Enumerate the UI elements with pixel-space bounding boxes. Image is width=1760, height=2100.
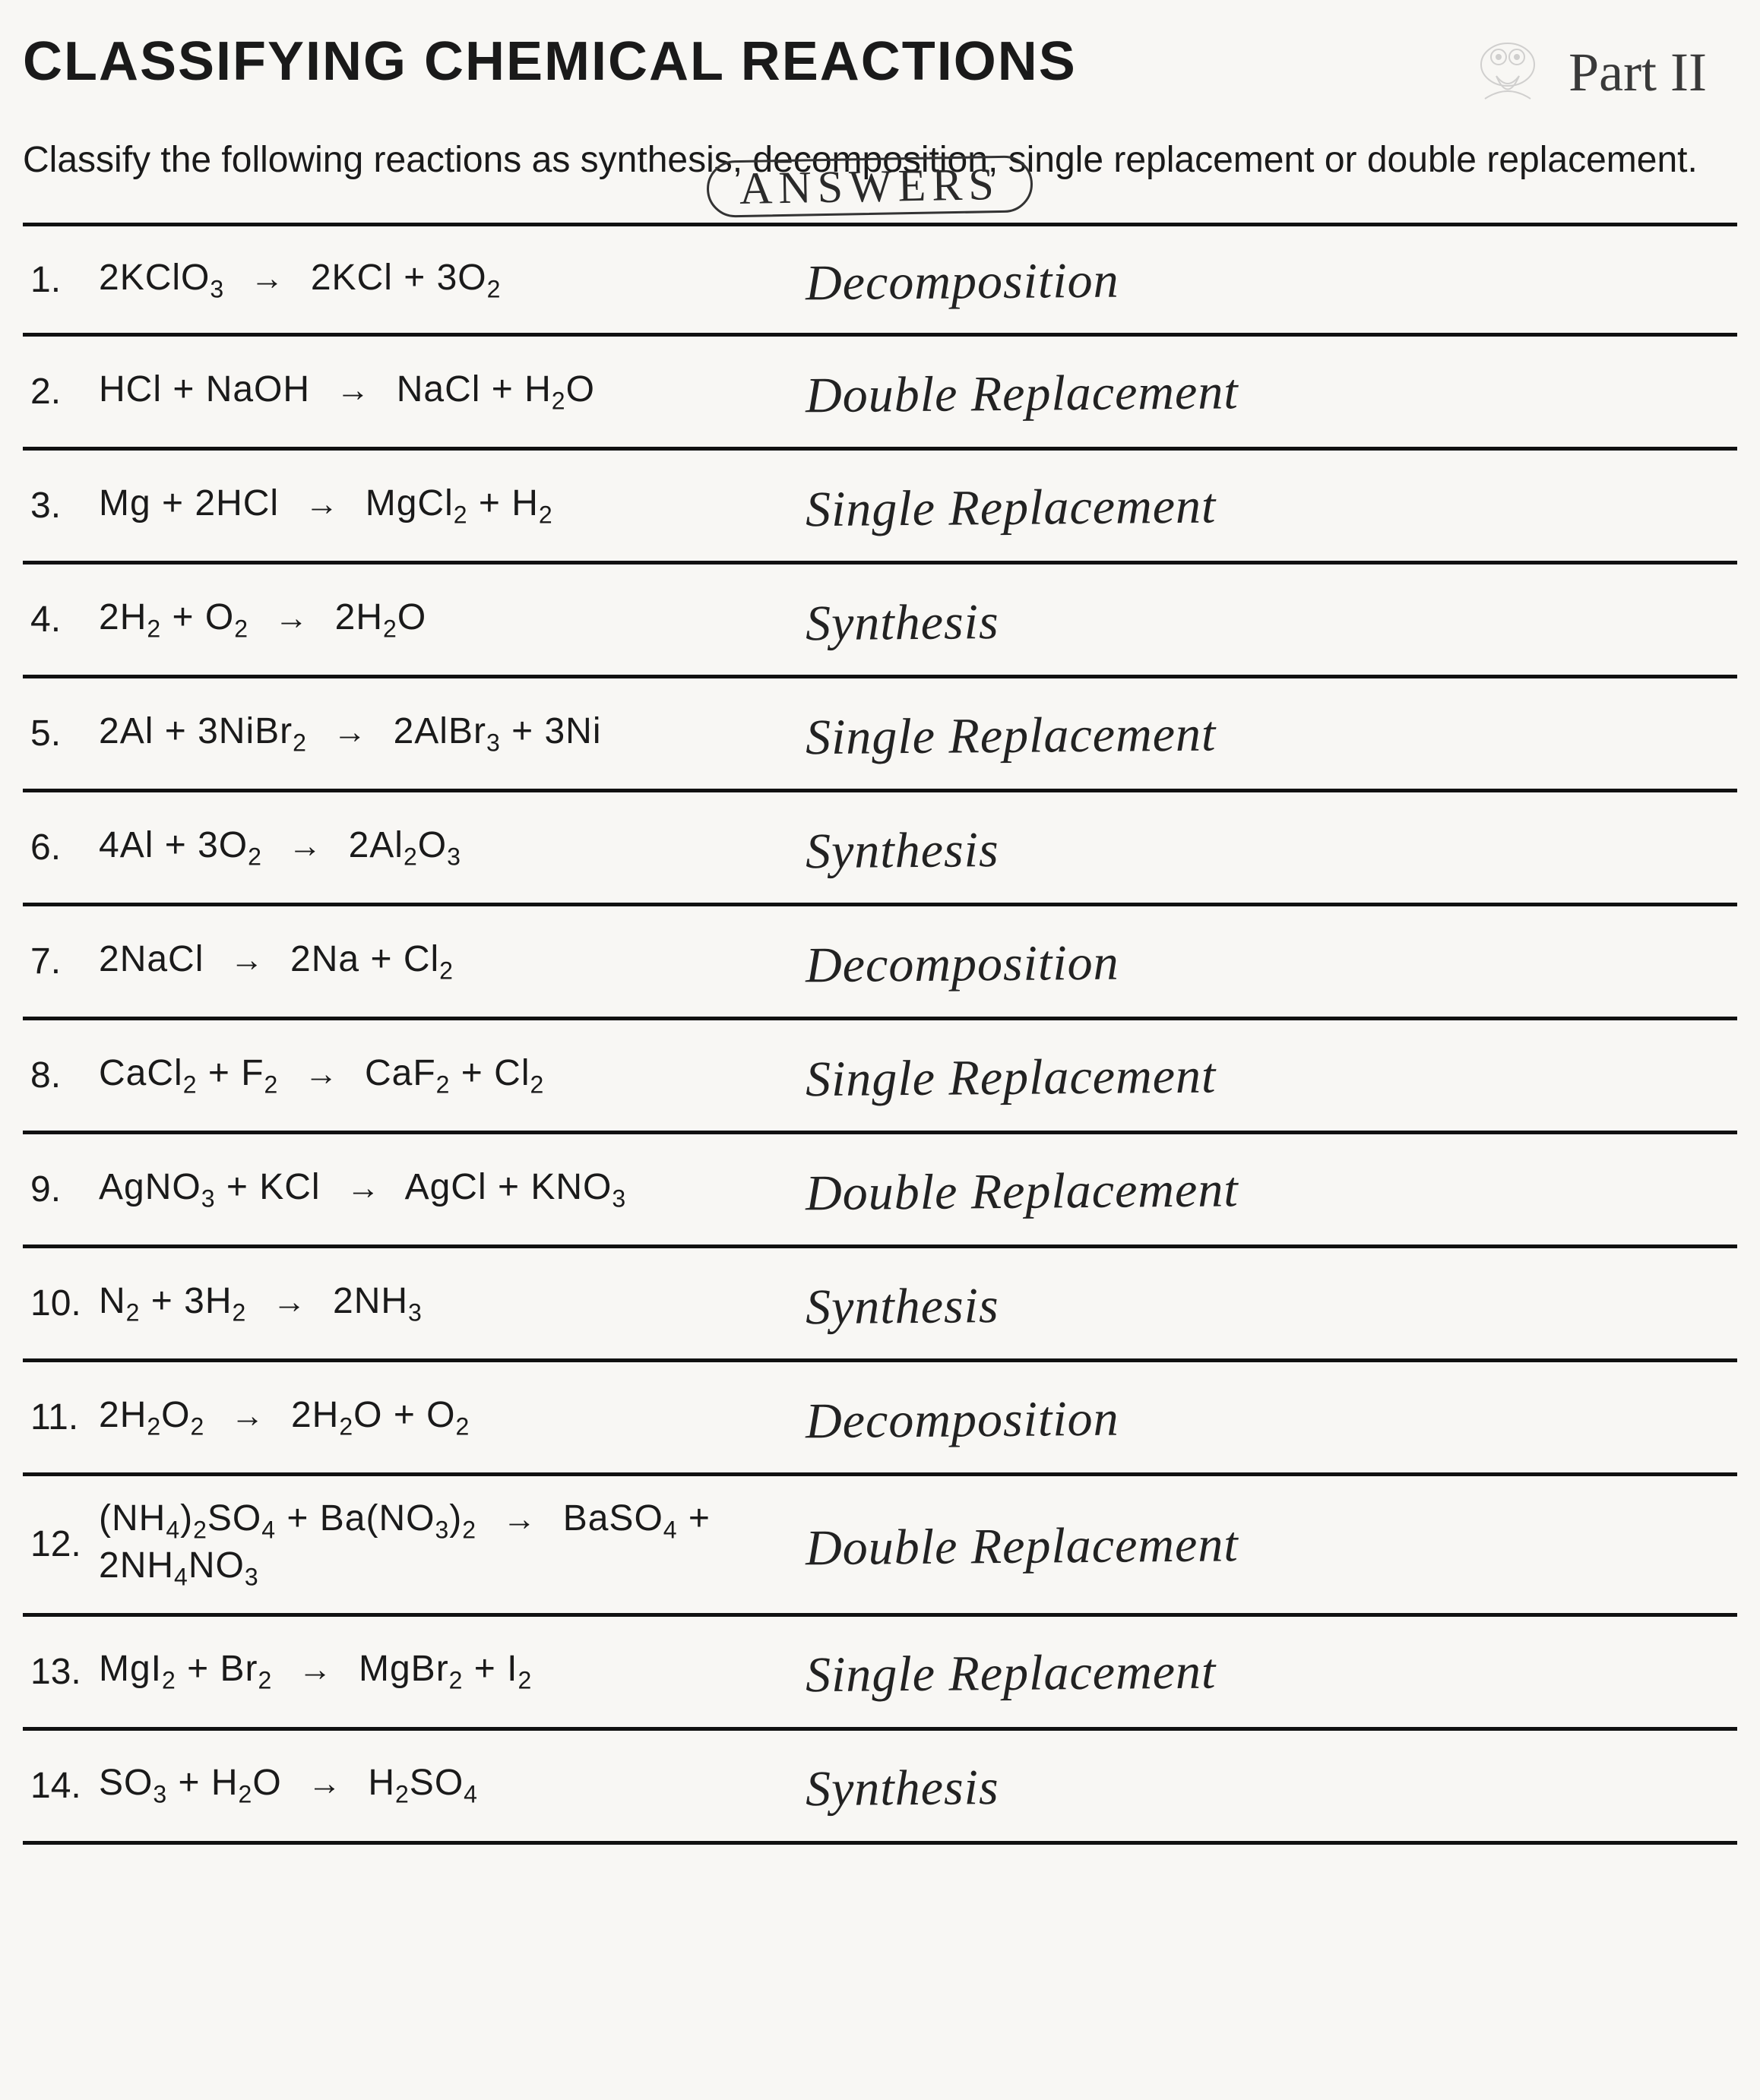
answer-text: Decomposition (783, 928, 1738, 995)
row-number: 5. (30, 713, 99, 754)
row-number: 6. (30, 827, 99, 868)
equation: HCl + NaOH → NaCl + H2O (99, 368, 783, 416)
equation: 2H2 + O2 → 2H2O (99, 596, 783, 644)
equation: Mg + 2HCl → MgCl2 + H2 (99, 482, 783, 530)
row-number: 9. (30, 1169, 99, 1210)
answer-text: Double Replacement (783, 359, 1738, 425)
reaction-row: 5.2Al + 3NiBr2 → 2AlBr3 + 3NiSingle Repl… (23, 678, 1737, 792)
row-number: 8. (30, 1055, 99, 1096)
answer-text: Double Replacement (783, 1156, 1738, 1222)
row-number: 10. (30, 1282, 99, 1324)
reaction-row: 7.2NaCl → 2Na + Cl2Decomposition (23, 906, 1737, 1020)
row-number: 2. (30, 371, 99, 413)
equation: CaCl2 + F2 → CaF2 + Cl2 (99, 1052, 783, 1099)
equation: N2 + 3H2 → 2NH3 (99, 1280, 783, 1327)
reaction-row: 9.AgNO3 + KCl → AgCl + KNO3Double Replac… (23, 1134, 1737, 1248)
rows-container: 1.2KClO3 → 2KCl + 3O2Decomposition2.HCl … (23, 223, 1737, 1844)
answer-text: Synthesis (783, 587, 1738, 653)
answer-text: Single Replacement (783, 1042, 1738, 1109)
equation: 2Al + 3NiBr2 → 2AlBr3 + 3Ni (99, 710, 783, 757)
row-number: 14. (30, 1765, 99, 1807)
row-number: 1. (30, 259, 99, 301)
reaction-row: 12.(NH4)2SO4 + Ba(NO3)2 → BaSO4 + 2NH4NO… (23, 1476, 1737, 1616)
equation: 2H2O2 → 2H2O + O2 (99, 1394, 783, 1441)
equation: 2NaCl → 2Na + Cl2 (99, 938, 783, 985)
answer-text: Single Replacement (783, 473, 1738, 539)
equation: SO3 + H2O → H2SO4 (99, 1762, 783, 1809)
reaction-row: 6.4Al + 3O2 → 2Al2O3Synthesis (23, 792, 1737, 906)
answer-text: Double Replacement (783, 1512, 1738, 1578)
page-title: CLASSIFYING CHEMICAL REACTIONS (23, 30, 1077, 93)
equation: 2KClO3 → 2KCl + 3O2 (99, 257, 783, 304)
answer-text: Decomposition (783, 247, 1738, 313)
row-number: 4. (30, 599, 99, 640)
row-number: 3. (30, 485, 99, 527)
reaction-row: 10.N2 + 3H2 → 2NH3Synthesis (23, 1248, 1737, 1362)
reaction-row: 11.2H2O2 → 2H2O + O2Decomposition (23, 1362, 1737, 1476)
reaction-row: 3.Mg + 2HCl → MgCl2 + H2Single Replaceme… (23, 451, 1737, 565)
equation: 4Al + 3O2 → 2Al2O3 (99, 824, 783, 871)
answer-text: Single Replacement (783, 701, 1738, 767)
doodle-icon (1462, 30, 1553, 114)
answer-text: Synthesis (783, 814, 1738, 881)
reaction-row: 14.SO3 + H2O → H2SO4Synthesis (23, 1731, 1737, 1845)
reaction-row: 2.HCl + NaOH → NaCl + H2ODouble Replacem… (23, 337, 1737, 451)
answer-text: Synthesis (783, 1753, 1738, 1819)
equation: AgNO3 + KCl → AgCl + KNO3 (99, 1166, 783, 1213)
answers-label: ANSWERS (706, 156, 1033, 218)
row-number: 13. (30, 1651, 99, 1693)
answer-text: Single Replacement (783, 1639, 1738, 1705)
answer-text: Synthesis (783, 1270, 1738, 1336)
reaction-row: 4.2H2 + O2 → 2H2OSynthesis (23, 565, 1737, 678)
header: CLASSIFYING CHEMICAL REACTIONS Part II (23, 30, 1737, 114)
equation: MgI2 + Br2 → MgBr2 + I2 (99, 1648, 783, 1695)
part-text: Part II (1568, 41, 1707, 104)
reaction-row: 13.MgI2 + Br2 → MgBr2 + I2Single Replace… (23, 1617, 1737, 1731)
reaction-row: 1.2KClO3 → 2KCl + 3O2Decomposition (23, 223, 1737, 337)
row-number: 7. (30, 941, 99, 982)
worksheet-page: CLASSIFYING CHEMICAL REACTIONS Part II C… (23, 30, 1737, 1845)
row-number: 12. (30, 1523, 99, 1565)
part-label: Part II (1462, 30, 1737, 114)
row-number: 11. (30, 1396, 99, 1438)
reaction-row: 8.CaCl2 + F2 → CaF2 + Cl2Single Replacem… (23, 1020, 1737, 1134)
answer-text: Decomposition (783, 1384, 1738, 1450)
equation: (NH4)2SO4 + Ba(NO3)2 → BaSO4 + 2NH4NO3 (99, 1498, 783, 1591)
